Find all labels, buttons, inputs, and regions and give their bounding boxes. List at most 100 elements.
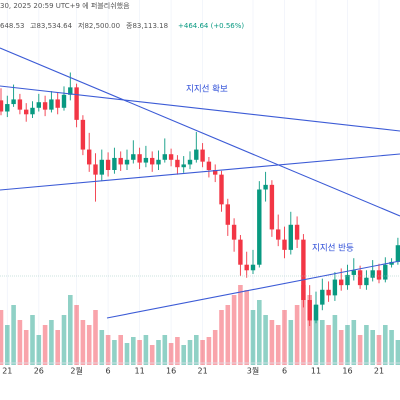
candle-body — [364, 277, 369, 286]
candle-body — [5, 104, 10, 112]
volume-bar — [68, 295, 73, 365]
volume-bar — [231, 295, 237, 365]
x-tick-label: 11 — [135, 367, 145, 376]
volume-bar — [93, 310, 98, 365]
candle-body — [11, 99, 16, 105]
candle-body — [307, 300, 312, 321]
volume-bar — [282, 310, 287, 365]
x-tick-label: 21 — [2, 367, 12, 376]
volume-bar — [351, 320, 357, 365]
volume-bar — [42, 325, 48, 365]
candle-body — [206, 161, 212, 170]
trend-line — [0, 153, 400, 191]
candle-body — [200, 149, 205, 162]
volume-bar — [36, 335, 42, 365]
candle-body — [187, 159, 193, 165]
candle-body — [244, 264, 249, 271]
volume-bar — [105, 335, 111, 365]
volume-bar — [17, 320, 23, 365]
candle-body — [250, 264, 256, 271]
candle-body — [156, 159, 161, 165]
candle-body — [326, 289, 331, 296]
volume-bar — [320, 320, 325, 365]
volume-bar — [131, 337, 136, 365]
candle-body — [93, 164, 98, 175]
volume-bar — [112, 340, 117, 365]
trend-line — [0, 47, 400, 217]
volume-bar — [294, 305, 300, 365]
volume-bar — [364, 325, 369, 365]
volume-bar — [219, 310, 224, 365]
volume-bar — [23, 330, 29, 365]
candle-body — [263, 184, 268, 190]
candle-body — [225, 204, 230, 225]
candle-body — [194, 149, 199, 160]
volume-bar — [383, 325, 388, 365]
header-change: +464.64 (+0.56%) — [178, 22, 244, 30]
volume-bar — [187, 340, 193, 365]
candle-body — [61, 94, 67, 108]
candle-body — [17, 99, 23, 110]
volume-bar — [162, 335, 168, 365]
candle-body — [143, 157, 149, 163]
volume-bar — [74, 305, 79, 365]
candle-body — [320, 289, 325, 305]
candle-body — [175, 159, 180, 168]
volume-bar — [49, 320, 54, 365]
x-tick-label: 21 — [198, 367, 208, 376]
candle-body — [99, 159, 104, 175]
candle-body — [313, 304, 319, 321]
annotation: 지지선 반등 — [312, 243, 354, 254]
candle-body — [357, 270, 363, 286]
candle-body — [219, 174, 224, 205]
volume-bar — [326, 325, 331, 365]
candle-body — [288, 224, 293, 250]
volume-bar — [200, 340, 205, 365]
volume-layer — [0, 285, 400, 365]
candle-body — [276, 229, 281, 240]
header-low: 저82,500.00 — [78, 21, 120, 30]
candle-layer — [0, 72, 400, 326]
trend-line — [0, 85, 400, 132]
candle-body — [150, 157, 155, 165]
candle-body — [238, 239, 243, 265]
header-high: 고83,534.64 — [30, 22, 73, 30]
volume-bar — [376, 335, 382, 365]
candle-body — [118, 157, 123, 165]
x-tick-label: 26 — [34, 367, 44, 376]
candle-body — [257, 189, 262, 265]
candle-body — [269, 184, 275, 230]
volume-bar — [156, 340, 161, 365]
volume-bar — [168, 343, 174, 365]
candle-body — [389, 261, 394, 265]
x-tick-label: 6 — [282, 367, 287, 376]
volume-bar — [257, 300, 262, 365]
candle-body — [42, 102, 48, 110]
volume-bar — [269, 320, 275, 365]
candle-body — [74, 87, 79, 120]
volume-bar — [80, 320, 86, 365]
candle-body — [339, 279, 344, 286]
candle-body — [55, 99, 60, 108]
x-tick-label: 2월 — [70, 366, 82, 376]
candle-body — [181, 164, 186, 168]
header-open: 648.53 — [0, 22, 25, 30]
candle-body — [162, 154, 167, 160]
volume-bar — [301, 285, 306, 365]
volume-bar — [244, 290, 249, 365]
volume-bar — [212, 330, 218, 365]
volume-bar — [357, 335, 363, 365]
volume-bar — [389, 330, 394, 365]
volume-bar — [307, 295, 312, 365]
candle-body — [376, 270, 382, 280]
trend-line — [106, 260, 400, 319]
candle-body — [395, 245, 400, 262]
candle-body — [0, 100, 4, 112]
x-tick-label: 16 — [342, 367, 352, 376]
candle-body — [351, 270, 356, 275]
volume-bar — [0, 310, 4, 365]
volume-bar — [5, 325, 10, 365]
volume-bar — [370, 330, 375, 365]
